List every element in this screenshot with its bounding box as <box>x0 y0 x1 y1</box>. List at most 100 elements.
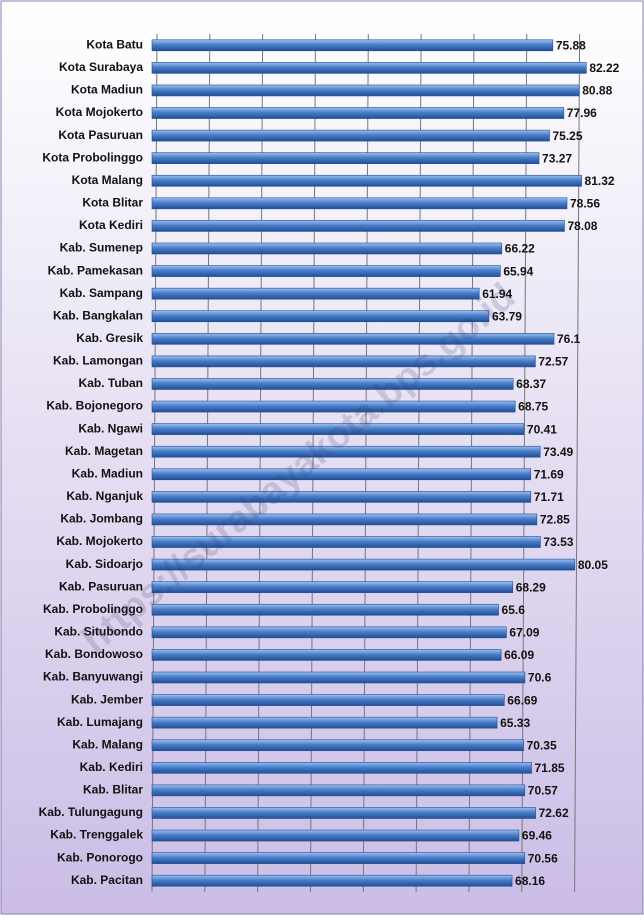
bar <box>151 491 532 503</box>
data-label: 68.37 <box>516 377 546 391</box>
data-label: 68.16 <box>515 874 545 888</box>
y-tick-label: Kab. Blitar <box>83 783 143 797</box>
data-label: 80.05 <box>578 558 608 572</box>
bar <box>151 107 565 119</box>
data-label: 61.94 <box>482 287 512 301</box>
y-tick-label: Kab. Sumenep <box>60 241 143 255</box>
bar <box>151 603 499 616</box>
bar <box>151 378 514 390</box>
bar <box>151 400 516 413</box>
data-label: 69.46 <box>522 829 552 843</box>
data-label: 73.27 <box>542 151 572 165</box>
data-label: 78.08 <box>567 219 597 233</box>
data-label: 73.53 <box>543 535 573 549</box>
y-tick-label: Kab. Bojonegoro <box>46 399 143 413</box>
y-tick-label: Kab. Pacitan <box>71 873 143 887</box>
bar <box>151 649 502 661</box>
data-label: 71.85 <box>535 761 565 775</box>
data-label: 80.88 <box>582 84 612 98</box>
y-tick-label: Kab. Tulungagung <box>39 805 143 819</box>
data-label: 65.94 <box>503 264 533 278</box>
data-label: 68.75 <box>518 400 548 414</box>
bar <box>151 626 507 639</box>
bar <box>151 84 580 97</box>
data-label: 82.22 <box>589 61 619 75</box>
bar <box>151 220 565 232</box>
y-tick-label: Kab. Magetan <box>65 444 143 458</box>
bar <box>151 558 576 571</box>
bar <box>151 242 503 255</box>
y-tick-label: Kab. Nganjuk <box>66 489 143 503</box>
data-label: 76.1 <box>557 332 581 346</box>
data-label: 75.25 <box>552 129 582 143</box>
y-tick-label: Kab. Bondowoso <box>45 647 143 661</box>
data-label: 63.79 <box>492 309 522 323</box>
y-tick-label: Kota Surabaya <box>59 60 143 74</box>
data-label: 71.69 <box>534 467 564 481</box>
y-tick-label: Kab. Probolinggo <box>43 602 143 616</box>
y-tick-label: Kota Madiun <box>71 83 143 97</box>
bar <box>151 694 505 706</box>
bar <box>151 762 532 774</box>
y-tick-label: Kab. Lumajang <box>57 715 143 729</box>
bar <box>151 39 554 52</box>
bar <box>151 197 568 210</box>
bar <box>151 513 538 526</box>
data-label: 65.33 <box>500 716 530 730</box>
y-tick-label: Kab. Sampang <box>60 286 143 300</box>
data-label: 68.29 <box>516 580 546 594</box>
y-tick-label: Kota Probolinggo <box>42 150 143 164</box>
y-tick-label: Kab. Pasuruan <box>59 579 143 593</box>
y-tick-label: Kab. Sidoarjo <box>66 557 143 571</box>
data-label: 71.71 <box>534 490 564 504</box>
bar <box>151 716 498 729</box>
y-tick-label: Kab. Jember <box>71 692 143 706</box>
bar <box>151 468 531 481</box>
y-tick-label: Kab. Banyuwangi <box>43 670 143 684</box>
y-tick-label: Kab. Bangkalan <box>53 308 143 322</box>
y-tick-label: Kab. Malang <box>72 737 143 751</box>
y-tick-label: Kab. Ponorogo <box>57 850 143 864</box>
data-label: 70.56 <box>528 851 558 865</box>
y-tick-label: Kab. Pamekasan <box>48 263 143 277</box>
bar <box>151 829 520 842</box>
bar <box>151 874 513 887</box>
data-label: 67.09 <box>509 626 539 640</box>
bar <box>151 265 501 277</box>
bar <box>151 423 525 435</box>
y-tick-label: Kota Mojokerto <box>56 105 143 119</box>
bar <box>151 355 536 368</box>
y-tick-label: Kota Kediri <box>79 218 143 232</box>
y-tick-label: Kab. Kediri <box>80 760 143 774</box>
data-label: 66.69 <box>507 693 537 707</box>
y-tick-label: Kab. Situbondo <box>54 625 143 639</box>
data-label: 72.57 <box>538 355 568 369</box>
bar <box>151 129 550 142</box>
y-tick-label: Kota Blitar <box>82 196 143 210</box>
bar <box>151 62 587 74</box>
data-label: 70.57 <box>528 784 558 798</box>
data-label: 70.6 <box>528 671 552 685</box>
bar <box>151 174 582 187</box>
data-label: 78.56 <box>570 197 600 211</box>
data-label: 72.62 <box>539 806 569 820</box>
bar <box>151 310 490 323</box>
data-label: 77.96 <box>567 106 597 120</box>
bar <box>151 152 540 164</box>
data-label: 66.22 <box>505 242 535 256</box>
bar <box>151 739 524 752</box>
bar <box>151 852 526 864</box>
data-label: 65.6 <box>502 603 526 617</box>
data-label: 72.85 <box>540 513 570 527</box>
y-tick-label: Kab. Madiun <box>72 466 143 480</box>
y-tick-label: Kab. Trenggalek <box>50 828 143 842</box>
y-tick-label: Kab. Lamongan <box>53 354 143 368</box>
data-label: 75.88 <box>556 38 586 52</box>
bar <box>151 536 541 548</box>
bar <box>151 581 514 593</box>
data-label: 73.49 <box>543 445 573 459</box>
data-label: 81.32 <box>585 174 615 188</box>
y-tick-label: Kab. Tuban <box>79 376 143 390</box>
y-tick-label: Kab. Ngawi <box>78 421 143 435</box>
y-tick-label: Kab. Jombang <box>60 512 143 526</box>
